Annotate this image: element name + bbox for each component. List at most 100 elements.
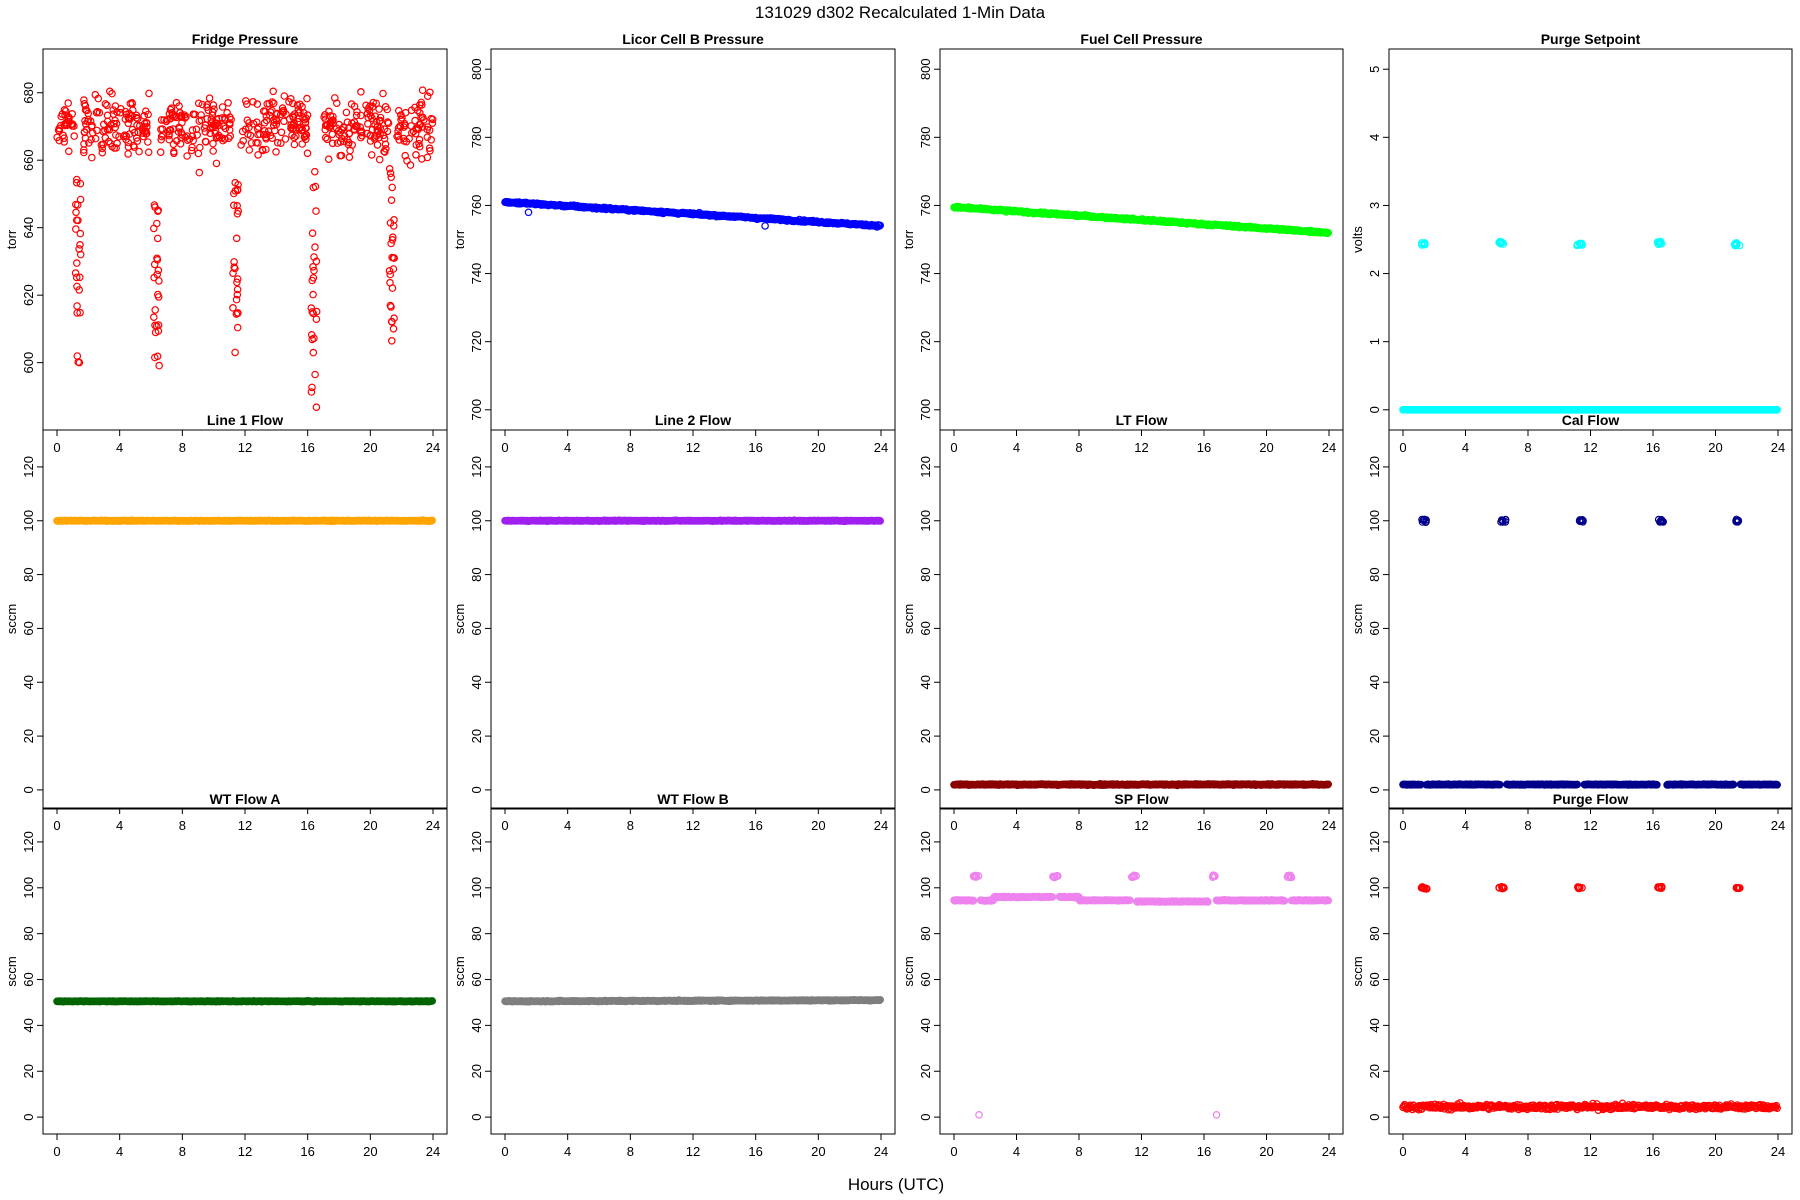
data-point [269, 87, 278, 96]
y-tick-label: 0 [469, 786, 484, 793]
data-point [281, 135, 290, 143]
plot-frame [1388, 429, 1793, 809]
cluster-point [1420, 239, 1429, 247]
data-point [407, 106, 416, 115]
data-point [411, 116, 419, 125]
dip-point [76, 179, 85, 188]
data-point [189, 136, 198, 145]
dip-point [310, 167, 319, 176]
data-point [345, 138, 353, 147]
dip-point [151, 353, 159, 362]
data-point [56, 121, 65, 130]
data-points [53, 996, 437, 1006]
panel-title: Fuel Cell Pressure [1080, 31, 1202, 47]
panel-title: WT Flow A [209, 791, 280, 807]
figure-title: 131029 d302 Recalculated 1-Min Data [755, 3, 1046, 22]
data-point [249, 98, 257, 106]
data-point [406, 161, 415, 169]
data-point [91, 90, 100, 99]
y-tick-label: 4 [1367, 134, 1382, 141]
data-point [218, 114, 227, 122]
cluster-point [1576, 240, 1585, 248]
cluster-point [1730, 240, 1739, 249]
data-point [183, 152, 191, 160]
data-point [81, 106, 90, 114]
dip-point [231, 178, 240, 187]
data-point [209, 121, 218, 129]
plot-frame [490, 429, 896, 809]
data-point [157, 132, 166, 141]
x-tick-label: 8 [1524, 818, 1531, 833]
cluster-point [1657, 239, 1666, 248]
x-tick-label: 20 [811, 1144, 825, 1159]
y-tick-label: 100 [21, 510, 36, 532]
panel-title: Purge Setpoint [1541, 31, 1641, 47]
dip-point [151, 321, 159, 330]
x-tick-label: 20 [1259, 440, 1273, 455]
panel-title: Licor Cell B Pressure [622, 31, 764, 47]
y-tick-label: 120 [469, 456, 484, 478]
dip-point [229, 269, 237, 278]
data-point [418, 113, 427, 122]
data-point [330, 94, 339, 102]
dip-point [72, 178, 81, 187]
data-point [180, 111, 189, 119]
y-tick-label: 740 [918, 263, 933, 285]
y-tick-label: 120 [1367, 456, 1382, 478]
x-tick-label: 20 [811, 440, 825, 455]
dip-point [72, 208, 80, 217]
data-point [293, 101, 302, 109]
y-tick-label: 1 [1367, 338, 1382, 345]
data-point [366, 112, 375, 120]
data-point [93, 107, 102, 116]
dip-point [229, 303, 237, 312]
data-points [1399, 237, 1782, 414]
data-points [1399, 515, 1782, 789]
data-point [92, 108, 101, 117]
data-point [338, 126, 346, 134]
data-point [269, 99, 278, 108]
data-point [194, 99, 203, 108]
data-point [101, 100, 110, 108]
dip-point [74, 216, 82, 225]
dip-point [308, 335, 317, 344]
x-tick-label: 4 [564, 440, 571, 455]
data-point [262, 145, 270, 154]
y-tick-label: 5 [1367, 66, 1382, 73]
data-point [136, 121, 144, 130]
data-point [205, 94, 214, 103]
data-point [302, 114, 311, 123]
data-point [303, 94, 311, 103]
data-point [133, 121, 141, 130]
data-point [104, 137, 113, 146]
data-point [273, 138, 282, 147]
dip-point [76, 308, 84, 317]
data-point [188, 126, 197, 134]
data-point [80, 146, 88, 154]
x-tick-label: 20 [1708, 440, 1722, 455]
dip-point [233, 323, 242, 332]
y-tick-label: 100 [21, 877, 36, 899]
dip-point [312, 315, 321, 324]
dip-point [310, 334, 318, 343]
dip-point [307, 388, 316, 396]
data-point [157, 135, 166, 144]
x-tick-label: 16 [1646, 818, 1660, 833]
x-tick-label: 12 [238, 1144, 252, 1159]
data-point [203, 115, 211, 123]
dip-point [155, 361, 164, 370]
x-tick-label: 12 [1583, 440, 1597, 455]
data-point [1324, 229, 1333, 237]
data-point [290, 110, 299, 118]
dip-point [312, 207, 320, 215]
data-points [950, 779, 1333, 790]
data-point [253, 100, 262, 108]
data-point [286, 95, 295, 103]
dip-point [73, 282, 81, 291]
y-tick-label: 780 [469, 126, 484, 148]
dip-point [154, 206, 163, 215]
data-point [876, 221, 885, 230]
data-point [116, 108, 125, 117]
